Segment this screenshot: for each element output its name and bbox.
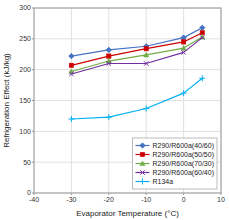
grid [34,8,221,193]
chart: -40-30-20-10010050100150200250300Evapora… [0,0,229,220]
tick-label-x: -30 [66,196,76,203]
tick-y [32,69,34,70]
data [68,25,205,122]
point [144,47,148,51]
tick-y [32,8,34,9]
tick-label-y: 200 [19,66,31,73]
point [144,61,148,65]
grid-line-y [34,69,221,70]
point [199,75,205,81]
tick-label-x: -20 [104,196,114,203]
tick-y [32,100,34,101]
grid-line-y [34,100,221,101]
tick-x [108,193,109,195]
tick-label-x: -40 [29,196,39,203]
point [106,58,111,63]
point [181,90,187,96]
legend-marker [140,152,144,156]
series-line [71,38,202,74]
point [106,47,111,52]
point [69,72,73,76]
series-line [71,33,202,66]
tick-x [71,193,72,195]
tick-label-y: 150 [19,97,31,104]
legend-marker [140,170,144,174]
legend-label: R290/R600a(50/50) [153,151,215,159]
legend-marker [140,161,145,166]
grid-line-y [34,131,221,132]
point [181,40,185,44]
grid-line-y [34,38,221,39]
series-line [71,78,202,119]
point [181,45,186,50]
tick-x [146,193,147,195]
x-axis-label: Evaporator Temperature (°C) [76,209,179,218]
point [107,54,111,58]
point [106,114,112,120]
legend: R290/R600a(40/60)R290/R600a(50/50)R290/R… [133,138,218,189]
tick-label-x: 10 [217,196,225,203]
point [69,54,74,59]
point [181,35,186,40]
tick-y [32,131,34,132]
tick-label-x: -10 [141,196,151,203]
point [200,35,204,39]
tick-label-y: 250 [19,35,31,42]
point [181,50,185,54]
point [200,25,205,30]
tick-x [221,193,222,195]
point [144,52,149,57]
point [107,61,111,65]
legend-label: R290/R600a(70/30) [153,160,215,168]
legend-marker [140,179,146,185]
series-line [71,28,202,56]
legend-label: R134a [153,178,174,185]
legend-label: R290/R600a(60/40) [153,169,215,177]
point [68,116,74,122]
point [69,63,73,67]
plot-frame [34,8,221,193]
legend-marker [140,143,145,148]
tick-label-y: 100 [19,128,31,135]
point [143,106,149,112]
tick-y [32,193,34,194]
series-line [71,37,202,72]
tick-x [183,193,184,195]
legend-frame [133,138,218,189]
axes: -40-30-20-10010050100150200250300 [19,4,225,203]
tick-y [32,162,34,163]
tick-label-y: 300 [19,4,31,11]
tick-label-x: 0 [182,196,186,203]
tick-label-y: 0 [27,189,31,196]
y-axis-label: Refrigeration Effect (kJ/kg) [2,53,11,148]
tick-label-y: 50 [23,159,31,166]
legend-label: R290/R600a(40/60) [153,142,215,150]
tick-y [32,38,34,39]
